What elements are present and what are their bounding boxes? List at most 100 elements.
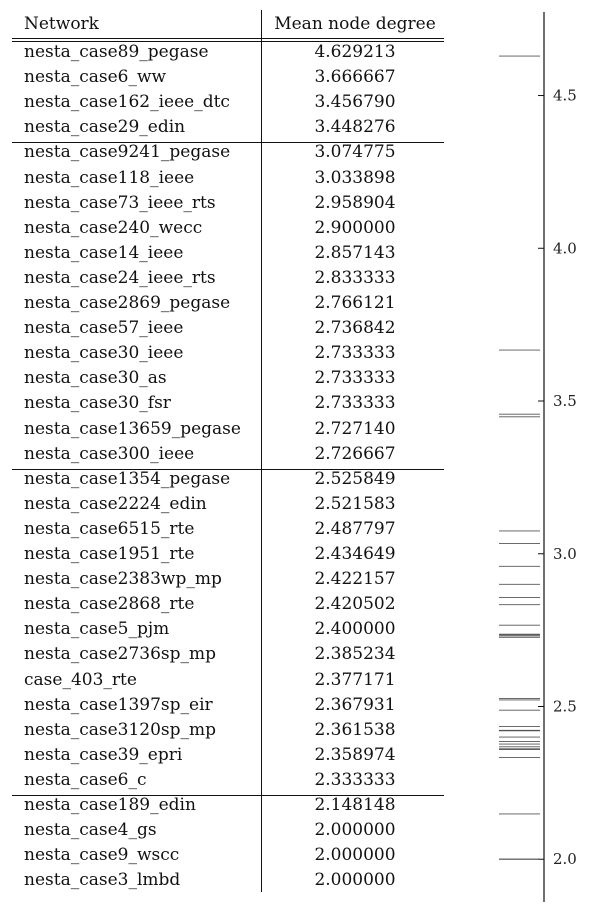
mean-node-degree: 2.727140 xyxy=(314,418,396,439)
network-name: nesta_case9241_pegase xyxy=(24,142,231,163)
network-name: nesta_case1354_pegase xyxy=(24,468,231,489)
network-name: nesta_case3_lmbd xyxy=(24,870,181,891)
network-name: nesta_case189_edin xyxy=(24,795,196,815)
network-name: nesta_case30_fsr xyxy=(24,393,171,414)
table-row: nesta_case3_lmbd 2.000000 xyxy=(12,868,444,893)
group-separator xyxy=(12,468,444,470)
table-row: case_403_rte 2.377171 xyxy=(12,668,444,693)
scale-tick-label: 4.0 xyxy=(553,239,577,257)
table-row: nesta_case6515_rte 2.487797 xyxy=(12,517,444,542)
table-row: nesta_case30_ieee 2.733333 xyxy=(12,341,444,366)
header-rule xyxy=(12,41,444,42)
table-row: nesta_case13659_pegase 2.727140 xyxy=(12,417,444,442)
scale-tick-label: 3.0 xyxy=(553,545,577,563)
network-name: case_403_rte xyxy=(24,669,137,690)
network-name: nesta_case57_ieee xyxy=(24,318,184,339)
mean-node-degree: 2.434649 xyxy=(314,544,396,564)
header-network: Network xyxy=(24,14,99,34)
network-name: nesta_case2383wp_mp xyxy=(24,569,222,590)
mean-node-degree: 2.766121 xyxy=(314,293,396,313)
mean-node-degree: 2.400000 xyxy=(314,619,396,640)
scale-tick-label: 4.5 xyxy=(553,87,577,105)
network-name: nesta_case2736sp_mp xyxy=(24,644,217,665)
table-header: Network Mean node degree xyxy=(12,10,444,38)
network-name: nesta_case6_c xyxy=(24,769,147,790)
network-name: nesta_case30_as xyxy=(24,368,167,389)
mean-node-degree: 3.666667 xyxy=(314,67,396,88)
mean-node-degree: 2.726667 xyxy=(314,443,396,464)
mean-node-degree: 2.367931 xyxy=(314,694,396,715)
table-row: nesta_case39_epri 2.358974 xyxy=(12,743,444,768)
network-name: nesta_case39_epri xyxy=(24,744,183,765)
table-row: nesta_case57_ieee 2.736842 xyxy=(12,316,444,341)
table-row: nesta_case2383wp_mp 2.422157 xyxy=(12,567,444,592)
mean-node-degree: 2.521583 xyxy=(314,493,396,514)
network-name: nesta_case2224_edin xyxy=(24,493,207,514)
mean-node-degree: 2.958904 xyxy=(314,192,396,213)
table-row: nesta_case6_ww 3.666667 xyxy=(12,65,444,90)
mean-node-degree: 2.525849 xyxy=(314,468,396,489)
mean-node-degree: 2.000000 xyxy=(314,820,396,841)
mean-node-degree: 4.629213 xyxy=(314,42,396,62)
table-row: nesta_case30_fsr 2.733333 xyxy=(12,391,444,416)
column-divider xyxy=(261,10,262,893)
table-row: nesta_case189_edin 2.148148 xyxy=(12,793,444,818)
table-row: nesta_case3120sp_mp 2.361538 xyxy=(12,718,444,743)
network-name: nesta_case162_ieee_dtc xyxy=(24,92,230,113)
mean-node-degree: 2.857143 xyxy=(314,242,396,263)
mean-node-degree: 2.420502 xyxy=(314,594,396,615)
header-mean-node-degree: Mean node degree xyxy=(274,14,436,34)
network-name: nesta_case2868_rte xyxy=(24,594,195,615)
table-row: nesta_case2224_edin 2.521583 xyxy=(12,492,444,517)
mean-node-degree: 3.033898 xyxy=(314,167,396,188)
table-row: nesta_case89_pegase 4.629213 xyxy=(12,40,444,65)
mean-node-degree: 2.736842 xyxy=(314,318,396,339)
scale-tick-label: 3.5 xyxy=(553,392,577,410)
table-row: nesta_case300_ieee 2.726667 xyxy=(12,442,444,467)
table-row: nesta_case1354_pegase 2.525849 xyxy=(12,467,444,492)
mean-node-degree: 2.833333 xyxy=(314,267,396,288)
table-row: nesta_case1951_rte 2.434649 xyxy=(12,542,444,567)
table-row: nesta_case240_wecc 2.900000 xyxy=(12,216,444,241)
mean-node-degree: 2.148148 xyxy=(314,795,396,815)
table-row: nesta_case14_ieee 2.857143 xyxy=(12,241,444,266)
mean-node-degree: 2.733333 xyxy=(314,368,396,389)
mean-node-degree: 2.333333 xyxy=(314,769,396,790)
table-row: nesta_case5_pjm 2.400000 xyxy=(12,617,444,642)
network-name: nesta_case300_ieee xyxy=(24,443,195,464)
mean-node-degree: 2.377171 xyxy=(314,669,396,690)
table-row: nesta_case2868_rte 2.420502 xyxy=(12,592,444,617)
table-row: nesta_case162_ieee_dtc 3.456790 xyxy=(12,90,444,115)
scale-tick-label: 2.5 xyxy=(553,697,577,715)
network-name: nesta_case4_gs xyxy=(24,820,157,841)
mean-node-degree: 2.000000 xyxy=(314,870,396,891)
network-name: nesta_case73_ieee_rts xyxy=(24,192,216,213)
table-row: nesta_case24_ieee_rts 2.833333 xyxy=(12,266,444,291)
mean-node-degree: 3.074775 xyxy=(314,142,396,163)
network-name: nesta_case14_ieee xyxy=(24,242,184,263)
degree-scale: 2.0 2.5 3.0 3.5 4.0 4.5 xyxy=(499,12,577,902)
network-name: nesta_case5_pjm xyxy=(24,619,170,640)
mean-node-degree: 2.900000 xyxy=(314,217,396,238)
network-name: nesta_case118_ieee xyxy=(24,167,195,188)
network-name: nesta_case2869_pegase xyxy=(24,293,231,313)
network-name: nesta_case29_edin xyxy=(24,117,186,138)
table-row: nesta_case29_edin 3.448276 xyxy=(12,115,444,140)
mean-node-degree: 2.361538 xyxy=(314,719,396,740)
network-name: nesta_case24_ieee_rts xyxy=(24,267,216,288)
table-row: nesta_case1397sp_eir 2.367931 xyxy=(12,693,444,718)
table-row: nesta_case9_wscc 2.000000 xyxy=(12,843,444,868)
header-rule xyxy=(12,38,444,39)
table-row: nesta_case118_ieee 3.033898 xyxy=(12,166,444,191)
table-row: nesta_case30_as 2.733333 xyxy=(12,366,444,391)
mean-node-degree: 2.422157 xyxy=(314,569,396,590)
table-row: nesta_case4_gs 2.000000 xyxy=(12,818,444,843)
network-name: nesta_case89_pegase xyxy=(24,42,209,62)
mean-node-degree: 2.733333 xyxy=(314,343,396,364)
scale-tick-label: 2.0 xyxy=(553,850,577,868)
table-row: nesta_case73_ieee_rts 2.958904 xyxy=(12,191,444,216)
group-separator xyxy=(12,795,444,796)
network-name: nesta_case240_wecc xyxy=(24,217,203,238)
mean-node-degree: 3.456790 xyxy=(314,92,396,113)
